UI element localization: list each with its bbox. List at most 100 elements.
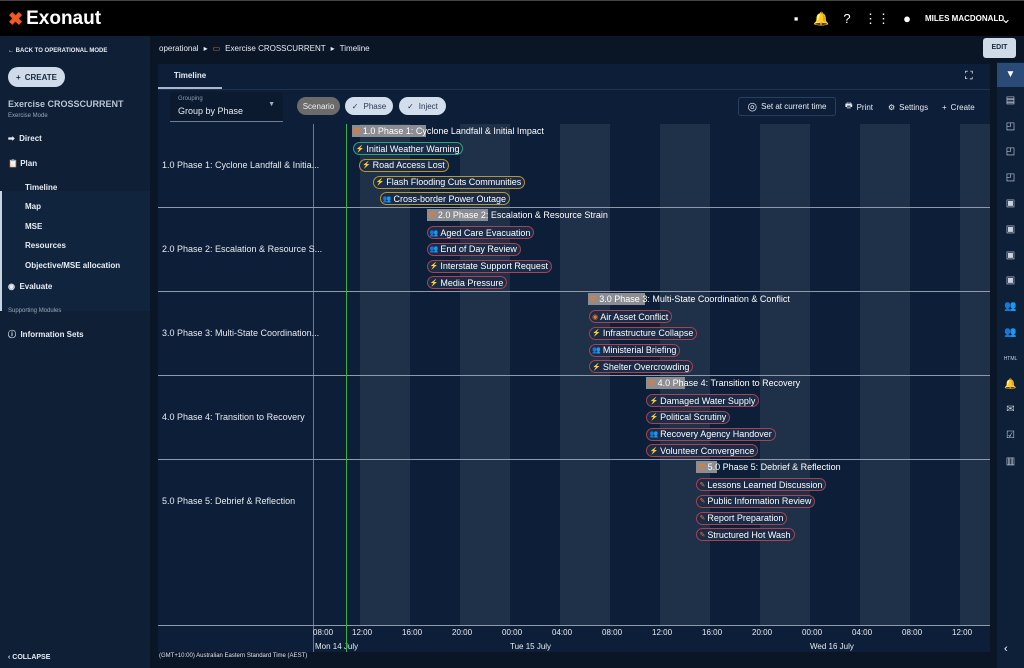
card-icon[interactable]: ◰ bbox=[1005, 120, 1016, 132]
logo[interactable]: ✖ Exonaut bbox=[8, 8, 102, 29]
event-title: Flash Flooding Cuts Communities bbox=[386, 177, 522, 188]
fullscreen-icon[interactable]: ⛶ bbox=[965, 70, 973, 82]
apps-grid-icon[interactable]: ⋮⋮ bbox=[864, 11, 890, 26]
print-button[interactable]: 🖶 Print bbox=[845, 99, 873, 115]
bolt-icon: ⚡ bbox=[375, 179, 385, 187]
tab-timeline[interactable]: Timeline bbox=[158, 64, 222, 89]
crosshair-icon: ◎ bbox=[747, 101, 758, 113]
phase-bar[interactable]: 👁 4.0 Phase 4: Transition to Recovery bbox=[646, 377, 800, 389]
filter-chip-scenario[interactable]: Scenario bbox=[297, 97, 340, 115]
phase-duration bbox=[696, 461, 718, 473]
user-name[interactable]: MILES MACDONALD bbox=[925, 14, 1005, 23]
account-icon[interactable]: ● bbox=[903, 11, 911, 26]
group-label[interactable]: 4.0 Phase 4: Transition to Recovery bbox=[162, 412, 305, 422]
card-icon[interactable]: ◰ bbox=[1005, 172, 1016, 184]
edit-button[interactable]: EDIT bbox=[983, 38, 1016, 58]
edit-icon: ✎ bbox=[699, 531, 706, 539]
group-icon: 👥 bbox=[649, 431, 659, 439]
phase-bar[interactable]: 👁 3.0 Phase 3: Multi-State Coordination &… bbox=[588, 293, 790, 305]
mail-icon[interactable]: ✉ bbox=[1006, 404, 1015, 416]
filter-icon[interactable]: ▼ bbox=[997, 63, 1024, 87]
group-label[interactable]: 1.0 Phase 1: Cyclone Landfall & Initia..… bbox=[162, 160, 320, 170]
phase-title: 2.0 Phase 2: Escalation & Resource Strai… bbox=[437, 210, 608, 220]
inject-event[interactable]: ◉ Air Asset Conflict bbox=[589, 310, 673, 323]
feedback-icon[interactable]: ▪ bbox=[793, 11, 799, 26]
group-label[interactable]: 2.0 Phase 2: Escalation & Resource S... bbox=[162, 244, 323, 254]
archive-icon[interactable]: ▣ bbox=[1005, 198, 1016, 209]
event-title: Air Asset Conflict bbox=[600, 311, 669, 322]
sidebar-item-plan[interactable]: 📋 Plan bbox=[8, 159, 38, 168]
inject-event[interactable]: ⚡ Political Scrutiny bbox=[646, 410, 731, 424]
sidebar-item-resources[interactable]: Resources bbox=[25, 241, 66, 250]
archive-icon[interactable]: ▣ bbox=[1005, 223, 1016, 235]
sidebar-item-evaluate[interactable]: ◉ Evaluate bbox=[8, 282, 53, 291]
breadcrumb-exercise[interactable]: Exercise CROSSCURRENT bbox=[225, 44, 326, 53]
group-divider bbox=[158, 207, 990, 208]
inject-event[interactable]: 👥 Cross-border Power Outage bbox=[379, 192, 511, 206]
inject-event[interactable]: ⚡ Infrastructure Collapse bbox=[589, 326, 698, 340]
supporting-modules-heading: Supporting Modules bbox=[8, 308, 62, 314]
bolt-icon: ⚡ bbox=[429, 263, 439, 271]
collapse-rail-chevron-icon[interactable]: ‹ bbox=[1004, 643, 1008, 655]
set-current-time-button[interactable]: ◎ Set at current time bbox=[738, 97, 836, 116]
inject-event[interactable]: 👥 Aged Care Evacuation bbox=[426, 226, 535, 239]
bolt-icon: ⚡ bbox=[355, 145, 365, 153]
create-event-button[interactable]: + Create bbox=[942, 102, 975, 112]
breadcrumb-operational[interactable]: operational bbox=[159, 44, 199, 53]
filter-chip-phase[interactable]: ✓ Phase bbox=[345, 97, 393, 115]
card-icon[interactable]: ◰ bbox=[1005, 146, 1016, 158]
inject-event[interactable]: 👥 Ministerial Briefing bbox=[589, 343, 681, 357]
inject-event[interactable]: 👥 Recovery Agency Handover bbox=[646, 427, 776, 441]
breadcrumb: operational ▸ ▭ Exercise CROSSCURRENT ▸ … bbox=[159, 44, 370, 53]
phase-bar[interactable]: 👁 5.0 Phase 5: Debrief & Reflection bbox=[696, 461, 841, 473]
bolt-icon: ⚡ bbox=[649, 397, 659, 405]
create-button[interactable]: + CREATE bbox=[8, 67, 65, 87]
event-title: Public Information Review bbox=[707, 496, 812, 507]
phase-bar[interactable]: 👁 2.0 Phase 2: Escalation & Resource Stra… bbox=[426, 209, 608, 221]
phase-duration bbox=[351, 125, 426, 137]
map-icon[interactable]: ▥ bbox=[1005, 456, 1016, 467]
inject-event[interactable]: 👥 End of Day Review bbox=[426, 242, 521, 256]
checklist-icon[interactable]: ☑ bbox=[1006, 430, 1015, 442]
archive-icon[interactable]: ▣ bbox=[1005, 249, 1016, 261]
inject-event[interactable]: ✎ Public Information Review bbox=[696, 494, 816, 508]
document-icon[interactable]: ▤ bbox=[1005, 94, 1016, 106]
group-label[interactable]: 3.0 Phase 3: Multi-State Coordination... bbox=[162, 328, 320, 338]
settings-button[interactable]: ⚙ Settings bbox=[888, 102, 929, 112]
help-icon[interactable]: ? bbox=[843, 11, 851, 26]
html-icon[interactable]: HTML bbox=[1003, 355, 1018, 362]
grouping-select[interactable]: Grouping Group by Phase ▼ bbox=[170, 92, 283, 122]
event-title: Media Pressure bbox=[440, 277, 504, 288]
chevron-down-icon[interactable]: ⌄ bbox=[1000, 11, 1012, 26]
inject-event[interactable]: ⚡ Shelter Overcrowding bbox=[589, 360, 694, 374]
bolt-icon: ⚡ bbox=[592, 363, 601, 371]
bell-icon[interactable]: 🔔 bbox=[1004, 378, 1017, 390]
inject-event[interactable]: ⚡ Initial Weather Warning bbox=[352, 142, 464, 155]
group-label[interactable]: 5.0 Phase 5: Debrief & Reflection bbox=[162, 496, 296, 506]
people-icon[interactable]: 👥 bbox=[1004, 301, 1017, 313]
inject-event[interactable]: ⚡ Road Access Lost bbox=[358, 158, 449, 172]
inject-event[interactable]: ⚡ Damaged Water Supply bbox=[646, 394, 760, 407]
collapse-button[interactable]: ‹ COLLAPSE bbox=[8, 654, 51, 661]
people-icon[interactable]: 👥 bbox=[1004, 327, 1017, 338]
back-link[interactable]: ← BACK TO OPERATIONAL MODE bbox=[8, 48, 108, 54]
inject-event[interactable]: ⚡ Media Pressure bbox=[426, 276, 508, 290]
sidebar-item-objective-allocation[interactable]: Objective/MSE allocation bbox=[25, 261, 121, 270]
inject-event[interactable]: ⚡ Volunteer Convergence bbox=[646, 444, 759, 458]
sidebar-item-direct[interactable]: ➡ Direct bbox=[8, 134, 42, 143]
filter-chip-inject[interactable]: ✓ Inject bbox=[399, 97, 446, 115]
check-icon: ✓ bbox=[407, 101, 414, 111]
inject-event[interactable]: ⚡ Interstate Support Request bbox=[426, 259, 552, 273]
inject-event[interactable]: ✎ Structured Hot Wash bbox=[696, 528, 795, 542]
archive-icon[interactable]: ▣ bbox=[1005, 275, 1016, 287]
sidebar-item-timeline[interactable]: Timeline bbox=[25, 183, 58, 192]
event-title: Road Access Lost bbox=[372, 160, 445, 171]
bell-icon[interactable]: 🔔 bbox=[813, 11, 830, 26]
phase-bar[interactable]: 👁 1.0 Phase 1: Cyclone Landfall & Initial… bbox=[351, 125, 544, 137]
inject-event[interactable]: ⚡ Flash Flooding Cuts Communities bbox=[372, 175, 526, 189]
inject-event[interactable]: ✎ Lessons Learned Discussion bbox=[696, 478, 827, 491]
inject-event[interactable]: ✎ Report Preparation bbox=[696, 511, 788, 525]
sidebar-item-map[interactable]: Map bbox=[25, 202, 41, 211]
sidebar-item-information-sets[interactable]: ⓘ Information Sets bbox=[8, 330, 84, 339]
sidebar-item-mse[interactable]: MSE bbox=[25, 222, 43, 231]
